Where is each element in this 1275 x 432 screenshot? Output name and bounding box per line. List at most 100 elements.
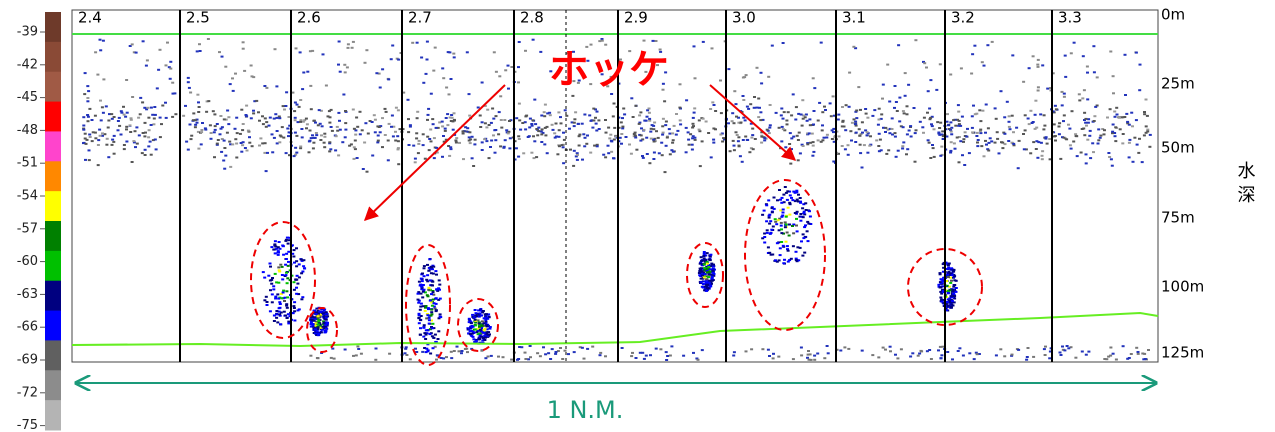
echo bbox=[670, 345, 673, 347]
echo bbox=[700, 278, 703, 280]
echo bbox=[704, 259, 707, 261]
echo bbox=[655, 40, 658, 42]
echo bbox=[712, 272, 715, 274]
echo bbox=[303, 268, 306, 270]
echo bbox=[458, 350, 461, 352]
echo bbox=[107, 156, 110, 158]
echo bbox=[722, 137, 725, 139]
echo bbox=[105, 105, 108, 107]
echo bbox=[807, 354, 810, 356]
echo bbox=[821, 129, 824, 131]
echo bbox=[334, 149, 337, 151]
echo bbox=[131, 43, 134, 45]
echo bbox=[714, 128, 717, 130]
echo bbox=[429, 333, 432, 335]
echo bbox=[1009, 128, 1012, 130]
echo bbox=[1144, 358, 1147, 360]
echo bbox=[295, 265, 298, 267]
echo bbox=[536, 352, 539, 354]
echo bbox=[120, 134, 123, 136]
echo bbox=[320, 331, 323, 333]
echo bbox=[1008, 115, 1011, 117]
echo bbox=[286, 282, 289, 284]
echo bbox=[251, 145, 254, 147]
echo bbox=[494, 139, 497, 141]
echo bbox=[355, 117, 358, 119]
echo bbox=[131, 96, 134, 98]
echo bbox=[1114, 116, 1117, 118]
echo bbox=[152, 123, 155, 125]
echo bbox=[896, 357, 899, 359]
echo bbox=[940, 354, 943, 356]
echo bbox=[416, 111, 419, 113]
echo bbox=[156, 87, 159, 89]
echo bbox=[700, 260, 703, 262]
echo bbox=[319, 310, 322, 312]
echo bbox=[262, 123, 265, 125]
echo bbox=[419, 327, 422, 329]
echo bbox=[902, 126, 905, 128]
echo bbox=[425, 351, 428, 353]
echo bbox=[478, 338, 481, 340]
echo bbox=[898, 120, 901, 122]
echo bbox=[962, 355, 965, 357]
echo bbox=[209, 124, 212, 126]
echo bbox=[228, 141, 231, 143]
scale-bar-label: 1 N.M. bbox=[547, 396, 624, 424]
echo bbox=[1012, 143, 1015, 145]
echo bbox=[296, 104, 299, 106]
echo bbox=[701, 140, 704, 142]
echo bbox=[854, 121, 857, 123]
echo bbox=[706, 282, 709, 284]
echo bbox=[809, 124, 812, 126]
echo bbox=[483, 317, 486, 319]
echo bbox=[223, 168, 226, 170]
distance-label: 2.6 bbox=[297, 9, 321, 27]
echo bbox=[435, 359, 438, 361]
echo bbox=[646, 109, 649, 111]
echo bbox=[428, 323, 431, 325]
echo bbox=[286, 128, 289, 130]
echo bbox=[469, 333, 472, 335]
echo bbox=[640, 134, 643, 136]
echo bbox=[799, 152, 802, 154]
echo bbox=[756, 67, 759, 69]
echo bbox=[795, 191, 798, 193]
echo bbox=[1000, 141, 1003, 143]
echo bbox=[478, 312, 481, 314]
echo bbox=[767, 349, 770, 351]
echo bbox=[111, 139, 114, 141]
echo bbox=[1055, 108, 1058, 110]
echo bbox=[787, 207, 790, 209]
echo bbox=[1085, 354, 1088, 356]
echo bbox=[782, 128, 785, 130]
echo bbox=[96, 74, 99, 76]
echo bbox=[278, 241, 281, 243]
echo bbox=[286, 296, 289, 298]
echo bbox=[621, 127, 624, 129]
echo bbox=[101, 106, 104, 108]
echo bbox=[786, 190, 789, 192]
echo bbox=[445, 117, 448, 119]
echo bbox=[450, 148, 453, 150]
echo bbox=[532, 39, 535, 41]
echo bbox=[1092, 151, 1095, 153]
echo bbox=[469, 138, 472, 140]
echo bbox=[431, 305, 434, 307]
echo bbox=[1071, 110, 1074, 112]
echo bbox=[930, 358, 933, 360]
echo bbox=[1086, 72, 1089, 74]
echo bbox=[537, 130, 540, 132]
echo bbox=[675, 113, 678, 115]
echo bbox=[91, 119, 94, 121]
echo bbox=[593, 145, 596, 147]
echo bbox=[702, 118, 705, 120]
echo bbox=[857, 86, 860, 88]
echo bbox=[245, 115, 248, 117]
echo bbox=[490, 122, 493, 124]
echo bbox=[1114, 140, 1117, 142]
echo bbox=[328, 122, 331, 124]
echo bbox=[894, 136, 897, 138]
echo bbox=[543, 115, 546, 117]
echo bbox=[367, 133, 370, 135]
